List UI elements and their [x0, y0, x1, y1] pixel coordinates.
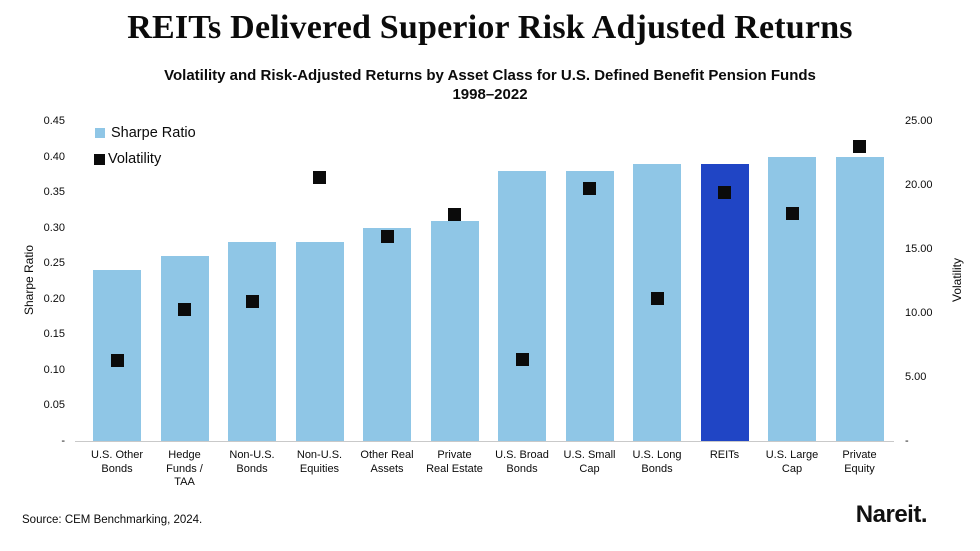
category-label-u.s.-large-cap: U.S. Large Cap — [765, 449, 819, 475]
right-axis-tick--: - — [905, 435, 909, 447]
plot-area — [75, 121, 895, 441]
left-axis-tick-0.20: 0.20 — [43, 292, 65, 305]
volatility-marker-private-equity — [853, 140, 866, 154]
volatility-marker-non-u.s.-bonds — [245, 294, 259, 308]
bar-hedge-funds-/-taa — [160, 256, 209, 441]
category-label-u.s.-small-cap: U.S. Small Cap — [563, 449, 616, 475]
category-axis: U.S. Other Bonds Hedge Funds / TAA Non-U.S… — [75, 449, 895, 504]
bar-u.s.-small-cap — [565, 170, 614, 441]
right-axis-tick-25.00: 25.00 — [905, 115, 933, 127]
volatility-marker-private-real-estate — [448, 207, 461, 221]
category-label-non-u.s.-bonds: Non-U.S. Bonds — [229, 449, 275, 475]
bar-u.s.-large-cap — [768, 156, 816, 441]
legend-item-volatility: Volatility — [94, 151, 161, 167]
category-label-reits: REITs — [709, 449, 740, 461]
left-axis-tick-0.15: 0.15 — [43, 328, 65, 341]
legend-label-volatility: Volatility — [108, 151, 162, 167]
category-label-u.s.-broad-bonds: U.S. Broad Bonds — [495, 449, 549, 475]
source-note: Source: CEM Benchmarking, 2024. — [22, 514, 203, 526]
volatility-marker-non-u.s.-equities — [313, 170, 326, 184]
category-label-u.s.-other-bonds: U.S. Other Bonds — [91, 449, 143, 475]
volatility-marker-u.s.-small-cap — [583, 182, 596, 196]
category-label-non-u.s.-equities: Non-U.S. Equities — [296, 449, 343, 475]
volatility-marker-reits — [718, 186, 731, 200]
category-label-u.s.-long-bonds: U.S. Long Bonds — [632, 449, 682, 475]
right-axis-tick-10.00: 10.00 — [905, 307, 933, 319]
chart-subtitle: Volatility and Risk-Adjusted Returns by … — [0, 66, 980, 104]
volatility-marker-u.s.-other-bonds — [110, 353, 124, 367]
volatility-marker-u.s.-long-bonds — [650, 292, 664, 306]
legend-item-sharpe-ratio: Sharpe Ratio — [95, 125, 196, 141]
bar-u.s.-broad-bonds — [498, 170, 546, 441]
volatility-marker-hedge-funds-/-taa — [178, 302, 191, 316]
volatility-marker-other-real-assets — [380, 229, 394, 243]
volatility-marker-u.s.-broad-bonds — [515, 352, 529, 366]
right-axis-tick-15.00: 15.00 — [905, 243, 933, 255]
left-axis-tick-0.40: 0.40 — [43, 150, 65, 163]
x-axis-line — [75, 441, 894, 442]
category-label-private-equity: Private Equity — [842, 449, 877, 475]
chart-subtitle-line1: Volatility and Risk-Adjusted Returns by … — [164, 67, 816, 84]
bar-private-real-estate — [430, 220, 479, 441]
right-axis-tick-5.00: 5.00 — [905, 371, 927, 383]
bar-other-real-assets — [363, 227, 411, 441]
bar-private-equity — [835, 156, 884, 441]
left-axis-title: Sharpe Ratio — [22, 244, 36, 316]
legend-label-sharpe-ratio: Sharpe Ratio — [111, 125, 196, 141]
bar-reits — [700, 163, 749, 441]
left-axis-tick-0.45: 0.45 — [43, 115, 65, 127]
right-axis-tick-20.00: 20.00 — [905, 179, 933, 191]
bar-non-u.s.-bonds — [228, 241, 276, 441]
category-label-hedge-funds-/-taa: Hedge Funds / TAA — [166, 449, 203, 488]
left-axis-tick-0.10: 0.10 — [43, 363, 65, 376]
left-axis-tick--: - — [61, 435, 65, 447]
page-title: REITs Delivered Superior Risk Adjusted R… — [127, 9, 853, 46]
volatility-marker-u.s.-large-cap — [785, 206, 799, 220]
category-label-private-real-estate: Private Real Estate — [426, 449, 483, 475]
sharpe-ratio-swatch-icon — [95, 128, 105, 138]
left-axis-tick-0.25: 0.25 — [43, 257, 65, 270]
left-axis-tick-0.30: 0.30 — [43, 221, 65, 234]
category-label-other-real-assets: Other Real Assets — [360, 449, 414, 475]
left-axis-tick-0.05: 0.05 — [43, 399, 65, 412]
nareit-logo: Nareit. — [855, 501, 928, 528]
bar-non-u.s.-equities — [295, 241, 344, 441]
chart-subtitle-line2: 1998–2022 — [452, 86, 528, 103]
left-axis-tick-0.35: 0.35 — [43, 186, 65, 199]
volatility-swatch-icon — [94, 153, 105, 165]
